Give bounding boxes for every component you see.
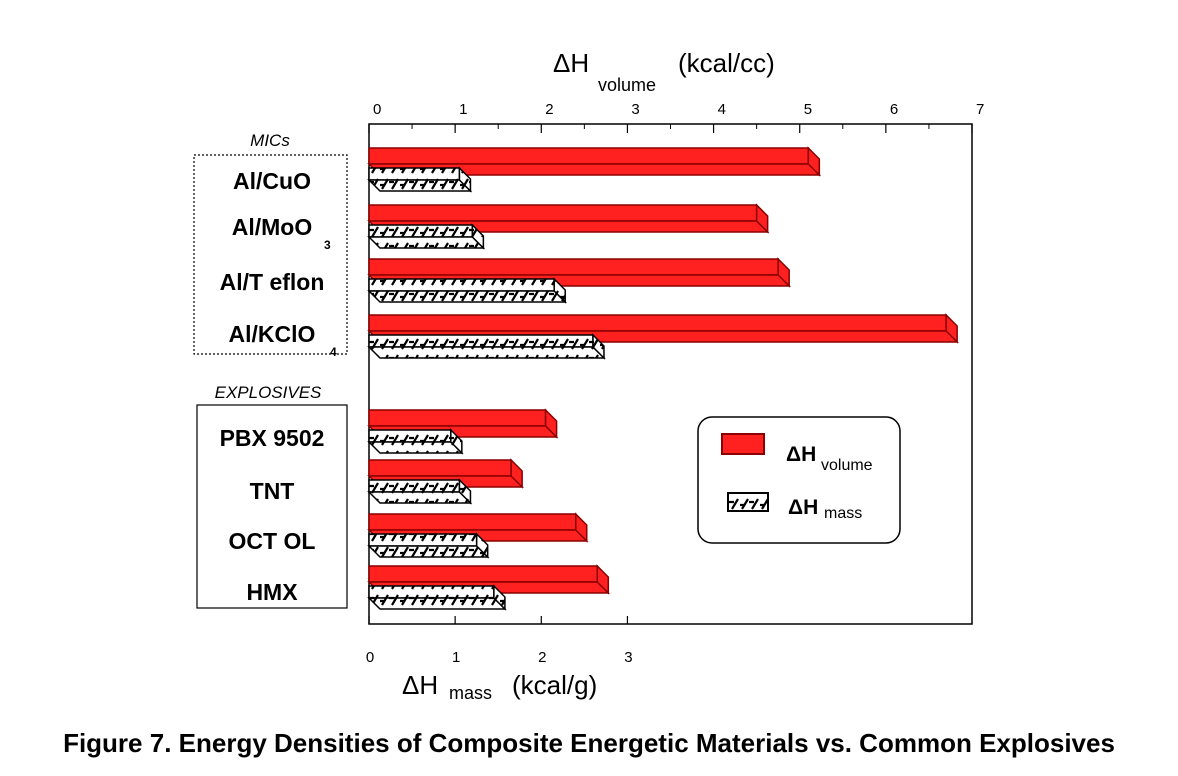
- category-labels: Al/CuO Al/MoO 3 Al/T eflon Al/KClO 4 PBX 9502 T…: [220, 168, 337, 605]
- group-label-explosives: EXPLOSIVES: [215, 383, 322, 402]
- bar-mass-end: [450, 428, 463, 455]
- bottom-axis-unit: (kcal/g): [512, 670, 597, 700]
- bar-volume-front: [368, 565, 599, 583]
- top-tick-label: 7: [976, 101, 984, 118]
- bottom-axis-title-sub: mass: [449, 683, 492, 703]
- bar-mass-end: [592, 333, 605, 360]
- legend: ΔH volume ΔH mass: [697, 416, 901, 544]
- top-tick-label: 6: [890, 101, 898, 118]
- bottom-tick-label: 0: [366, 649, 374, 666]
- bar-mass-bottom: [367, 346, 606, 359]
- bar-volume-front: [368, 314, 947, 332]
- legend-swatch-volume: [721, 433, 765, 455]
- bar-volume-front: [368, 513, 577, 531]
- top-tick-label: 2: [545, 101, 553, 118]
- bar-volume-front: [368, 204, 758, 222]
- bar-mass-bottom: [367, 545, 490, 558]
- category-label: PBX 9502: [220, 425, 325, 451]
- top-tick-label: 3: [631, 101, 639, 118]
- bar-volume-front: [368, 258, 779, 276]
- bar-mass-end: [475, 532, 489, 559]
- category-label-sub: 3: [324, 238, 331, 252]
- bottom-tick-label: 1: [452, 649, 460, 666]
- bar-mass-bottom: [367, 290, 568, 303]
- legend-label-mass: ΔH: [788, 496, 818, 519]
- bar-mass-front: [368, 278, 555, 292]
- legend-swatch-mass: [727, 492, 769, 512]
- bar-volume-end: [755, 203, 769, 234]
- bar-mass: [367, 428, 464, 455]
- category-label: Al/KClO: [229, 321, 316, 347]
- bottom-axis-title: ΔH: [402, 670, 438, 700]
- bar-mass-bottom: [367, 236, 486, 249]
- energy-density-chart: 0 1 2 3 4 5 6 7 0 1 2 3 ΔH volume (kcal/cc) ΔH mas…: [193, 48, 984, 703]
- category-label: Al/CuO: [233, 168, 311, 194]
- bar-mass-front: [368, 479, 461, 493]
- bar-mass: [367, 532, 490, 559]
- bar-volume-end: [544, 408, 558, 439]
- bottom-axis: 0 1 2 3: [366, 616, 633, 666]
- bar-mass-front: [368, 224, 474, 238]
- category-label: Al/MoO: [232, 214, 313, 240]
- top-tick-label: 1: [459, 101, 467, 118]
- bar-mass-end: [458, 478, 472, 505]
- bottom-tick-label: 2: [538, 649, 546, 666]
- bar-volume-front: [368, 409, 547, 427]
- bar-volume-end: [807, 146, 821, 177]
- top-tick-label: 5: [804, 101, 812, 118]
- top-axis: 0 1 2 3 4 5 6 7: [368, 101, 984, 133]
- bar-volume-front: [368, 459, 512, 477]
- bar-mass-front: [368, 167, 461, 181]
- bar-mass: [367, 166, 473, 193]
- legend-label-volume-sub: volume: [821, 457, 873, 474]
- bar-mass-end: [471, 223, 485, 250]
- group-label-mics: MICs: [250, 131, 290, 150]
- bars: [367, 146, 959, 611]
- bar-mass-end: [458, 166, 472, 193]
- bar-mass: [367, 333, 606, 360]
- bar-mass: [367, 277, 568, 304]
- bar-volume-end: [574, 512, 588, 543]
- bar-mass-end: [553, 277, 566, 304]
- bar-volume-end: [777, 257, 790, 288]
- figure-caption: Figure 7. Energy Densities of Composite …: [63, 728, 1115, 758]
- bar-mass-front: [368, 334, 594, 348]
- bar-mass-bottom: [367, 597, 507, 610]
- category-label: OCT OL: [229, 528, 316, 554]
- bar-mass-front: [368, 429, 452, 443]
- bar-volume-end: [510, 458, 523, 489]
- bar-mass-bottom: [367, 179, 473, 192]
- bar-volume-end: [596, 564, 610, 595]
- category-label: Al/T eflon: [220, 269, 325, 295]
- top-axis-title-sub: volume: [598, 75, 656, 95]
- bar-mass: [367, 223, 486, 250]
- bar-mass-bottom: [367, 441, 464, 454]
- bar-mass-front: [368, 533, 478, 547]
- bar-mass: [367, 584, 507, 611]
- top-axis-unit: (kcal/cc): [678, 48, 775, 78]
- category-label: TNT: [250, 478, 295, 504]
- category-label: HMX: [246, 579, 298, 605]
- bar-mass-bottom: [367, 491, 473, 504]
- bar-mass-front: [368, 585, 495, 599]
- bar-volume-front: [368, 147, 810, 165]
- bar-mass: [367, 478, 473, 505]
- group-box-explosives: [196, 404, 348, 609]
- legend-label-mass-sub: mass: [824, 505, 862, 522]
- group-box-mics: [193, 154, 348, 355]
- bar-volume: [367, 146, 822, 177]
- bar-mass-end: [493, 584, 506, 611]
- category-label-sub: 4: [330, 345, 337, 359]
- top-axis-title: ΔH: [553, 48, 589, 78]
- bar-volume-end: [945, 313, 958, 344]
- legend-label-volume: ΔH: [786, 443, 816, 466]
- top-tick-label: 4: [718, 101, 726, 118]
- bottom-tick-label: 3: [624, 649, 632, 666]
- top-tick-label: 0: [373, 101, 381, 118]
